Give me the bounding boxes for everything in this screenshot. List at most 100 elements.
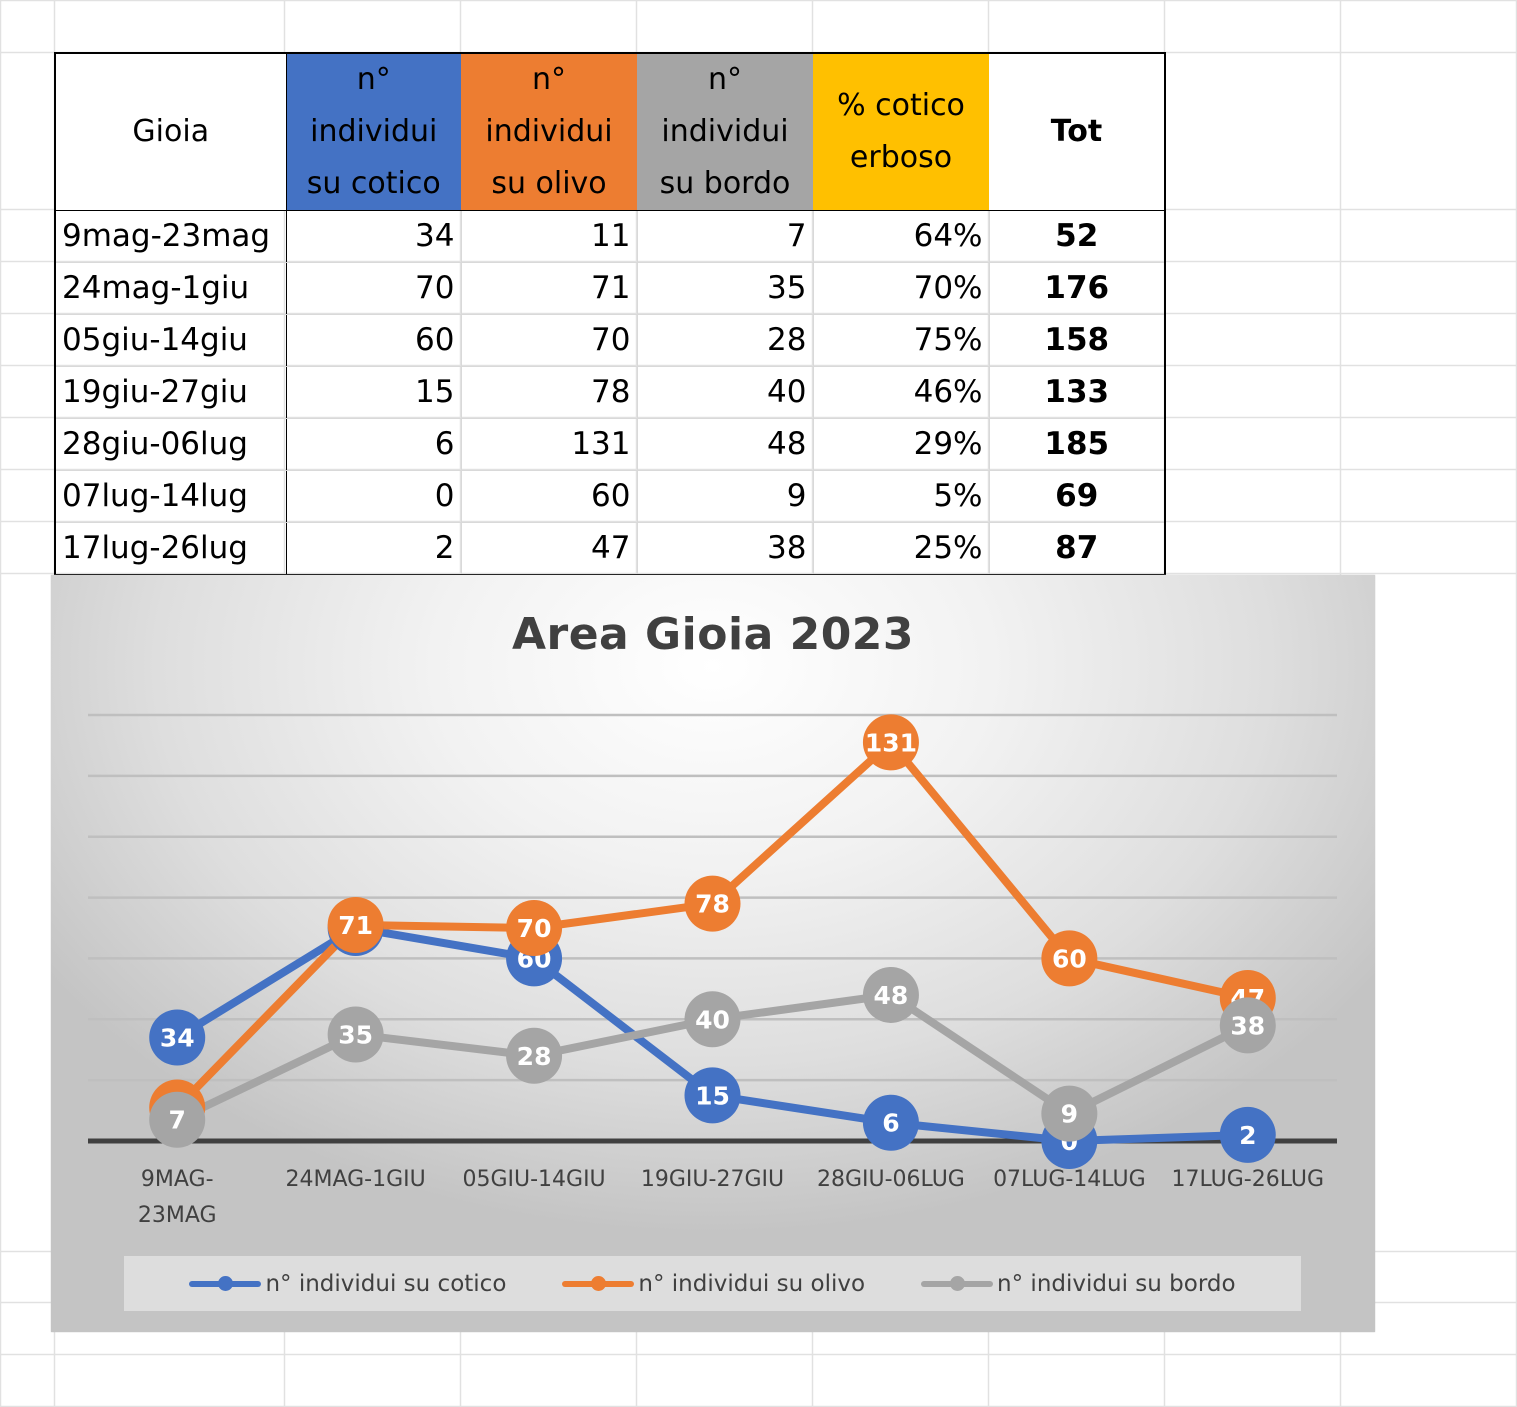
header-pct-cotico[interactable]: % cotico erboso (813, 53, 989, 211)
cell-bordo[interactable]: 35 (637, 262, 814, 315)
legend-item[interactable]: n° individui su olivo (562, 1271, 865, 1297)
cell-olivo[interactable]: 131 (461, 418, 638, 471)
legend-item[interactable]: n° individui su cotico (189, 1271, 506, 1297)
cell-olivo[interactable]: 11 (461, 210, 638, 263)
marker-circle (1041, 930, 1098, 987)
cell-olivo[interactable]: 78 (461, 366, 638, 419)
x-axis-label: 07LUG-14LUG (993, 1167, 1146, 1192)
marker-circle (149, 1091, 206, 1148)
data-point[interactable]: 15 (684, 1067, 741, 1124)
cell-cotico[interactable]: 15 (286, 366, 462, 419)
data-point[interactable]: 78 (684, 875, 741, 932)
data-point[interactable]: 60 (1041, 930, 1098, 987)
cell-cotico[interactable]: 2 (286, 522, 462, 575)
cell-tot[interactable]: 158 (989, 314, 1165, 367)
cell-cotico[interactable]: 0 (286, 470, 462, 523)
cell-pct[interactable]: 64% (813, 210, 990, 263)
line-chart[interactable]: Area Gioia 2023 347060156021171707813160… (51, 575, 1375, 1332)
cell-cotico[interactable]: 6 (286, 418, 462, 471)
cell-olivo[interactable]: 71 (461, 262, 638, 315)
data-label: 35 (338, 1021, 373, 1050)
cell-bordo[interactable]: 28 (637, 314, 814, 367)
header-tot[interactable]: Tot (989, 53, 1165, 211)
marker-circle (862, 714, 919, 771)
cell-bordo[interactable]: 40 (637, 366, 814, 419)
cell-bordo[interactable]: 48 (637, 418, 814, 471)
table-row: 17lug-26lug 2 47 38 25% 87 (55, 522, 1165, 575)
cell-cotico[interactable]: 34 (286, 210, 462, 263)
data-point[interactable]: 48 (862, 966, 919, 1023)
data-point[interactable]: 35 (327, 1006, 384, 1063)
data-point[interactable]: 7 (149, 1091, 206, 1148)
data-point[interactable]: 9 (1041, 1085, 1098, 1142)
cell-olivo[interactable]: 70 (461, 314, 638, 367)
data-label: 2 (1239, 1121, 1256, 1150)
cell-pct[interactable]: 29% (813, 418, 990, 471)
legend-label: n° individui su bordo (997, 1270, 1236, 1297)
cell-pct[interactable]: 75% (813, 314, 990, 367)
data-label: 15 (695, 1081, 730, 1110)
header-cotico[interactable]: n° individui su cotico (286, 53, 461, 211)
marker-circle (327, 1006, 384, 1063)
cell-period[interactable]: 05giu-14giu (55, 314, 287, 367)
cell-olivo[interactable]: 47 (461, 522, 638, 575)
cell-pct[interactable]: 5% (813, 470, 990, 523)
data-point[interactable]: 28 (506, 1027, 563, 1084)
header-label: n° (531, 62, 566, 97)
cell-tot[interactable]: 185 (989, 418, 1165, 471)
chart-legend[interactable]: n° individui su cotico n° individui su ol… (124, 1256, 1301, 1311)
header-olivo[interactable]: n° individui su olivo (461, 53, 637, 211)
marker-circle (862, 1094, 919, 1151)
data-point[interactable]: 2 (1219, 1106, 1276, 1163)
x-axis-label: 24MAG-1GIU (285, 1167, 426, 1192)
cell-olivo[interactable]: 60 (461, 470, 638, 523)
marker-circle (1041, 1085, 1098, 1142)
cell-bordo[interactable]: 9 (637, 470, 814, 523)
cell-tot[interactable]: 52 (989, 210, 1165, 263)
x-axis-label: 9MAG- 23MAG (137, 1167, 217, 1228)
table-row: 9mag-23mag 34 11 7 64% 52 (55, 210, 1165, 263)
cell-period[interactable]: 19giu-27giu (55, 366, 287, 419)
marker-circle (1219, 997, 1276, 1054)
data-point[interactable]: 131 (862, 714, 919, 771)
header-bordo[interactable]: n° individui su bordo (637, 53, 813, 211)
cell-pct[interactable]: 25% (813, 522, 990, 575)
legend-item[interactable]: n° individui su bordo (921, 1271, 1236, 1297)
chart-title[interactable]: Area Gioia 2023 (511, 609, 915, 660)
cell-period[interactable]: 28giu-06lug (55, 418, 287, 471)
legend-label: n° individui su olivo (638, 1270, 866, 1297)
legend-label: n° individui su cotico (265, 1270, 507, 1297)
x-axis-label: 19GIU-27GIU (640, 1167, 785, 1192)
table-row: 07lug-14lug 0 60 9 5% 69 (55, 470, 1165, 523)
marker-circle (684, 991, 741, 1048)
data-point[interactable]: 70 (506, 900, 563, 956)
cell-bordo[interactable]: 38 (637, 522, 814, 575)
cell-pct[interactable]: 70% (813, 262, 990, 315)
cell-period[interactable]: 17lug-26lug (55, 522, 287, 575)
header-label: individui (661, 114, 789, 149)
legend-line-marker-icon (189, 1275, 262, 1292)
data-table: Gioia n° individui su cotico n° individu… (54, 52, 1166, 576)
cell-period[interactable]: 24mag-1giu (55, 262, 287, 315)
header-gioia[interactable]: Gioia (55, 53, 287, 211)
cell-period[interactable]: 07lug-14lug (55, 470, 287, 523)
data-point[interactable]: 71 (327, 896, 384, 953)
header-label: Tot (1050, 114, 1103, 149)
cell-tot[interactable]: 176 (989, 262, 1165, 315)
cell-period[interactable]: 9mag-23mag (55, 210, 287, 263)
cell-tot[interactable]: 133 (989, 366, 1165, 419)
cell-tot[interactable]: 87 (1055, 530, 1099, 566)
cell-cotico[interactable]: 70 (286, 262, 462, 315)
cell-tot[interactable]: 69 (989, 470, 1165, 523)
cell-bordo[interactable]: 7 (637, 210, 814, 263)
cell-pct[interactable]: 46% (813, 366, 990, 419)
data-point[interactable]: 6 (862, 1094, 919, 1151)
data-point[interactable]: 40 (684, 991, 741, 1048)
marker-circle (684, 875, 741, 932)
plot-area[interactable]: 34706015602117170781316047735284048938 (51, 575, 1375, 1332)
data-point[interactable]: 34 (149, 1009, 206, 1066)
data-point[interactable]: 38 (1219, 997, 1276, 1054)
header-label: n° (707, 62, 742, 97)
cell-cotico[interactable]: 60 (286, 314, 462, 367)
data-label: 40 (695, 1005, 730, 1034)
